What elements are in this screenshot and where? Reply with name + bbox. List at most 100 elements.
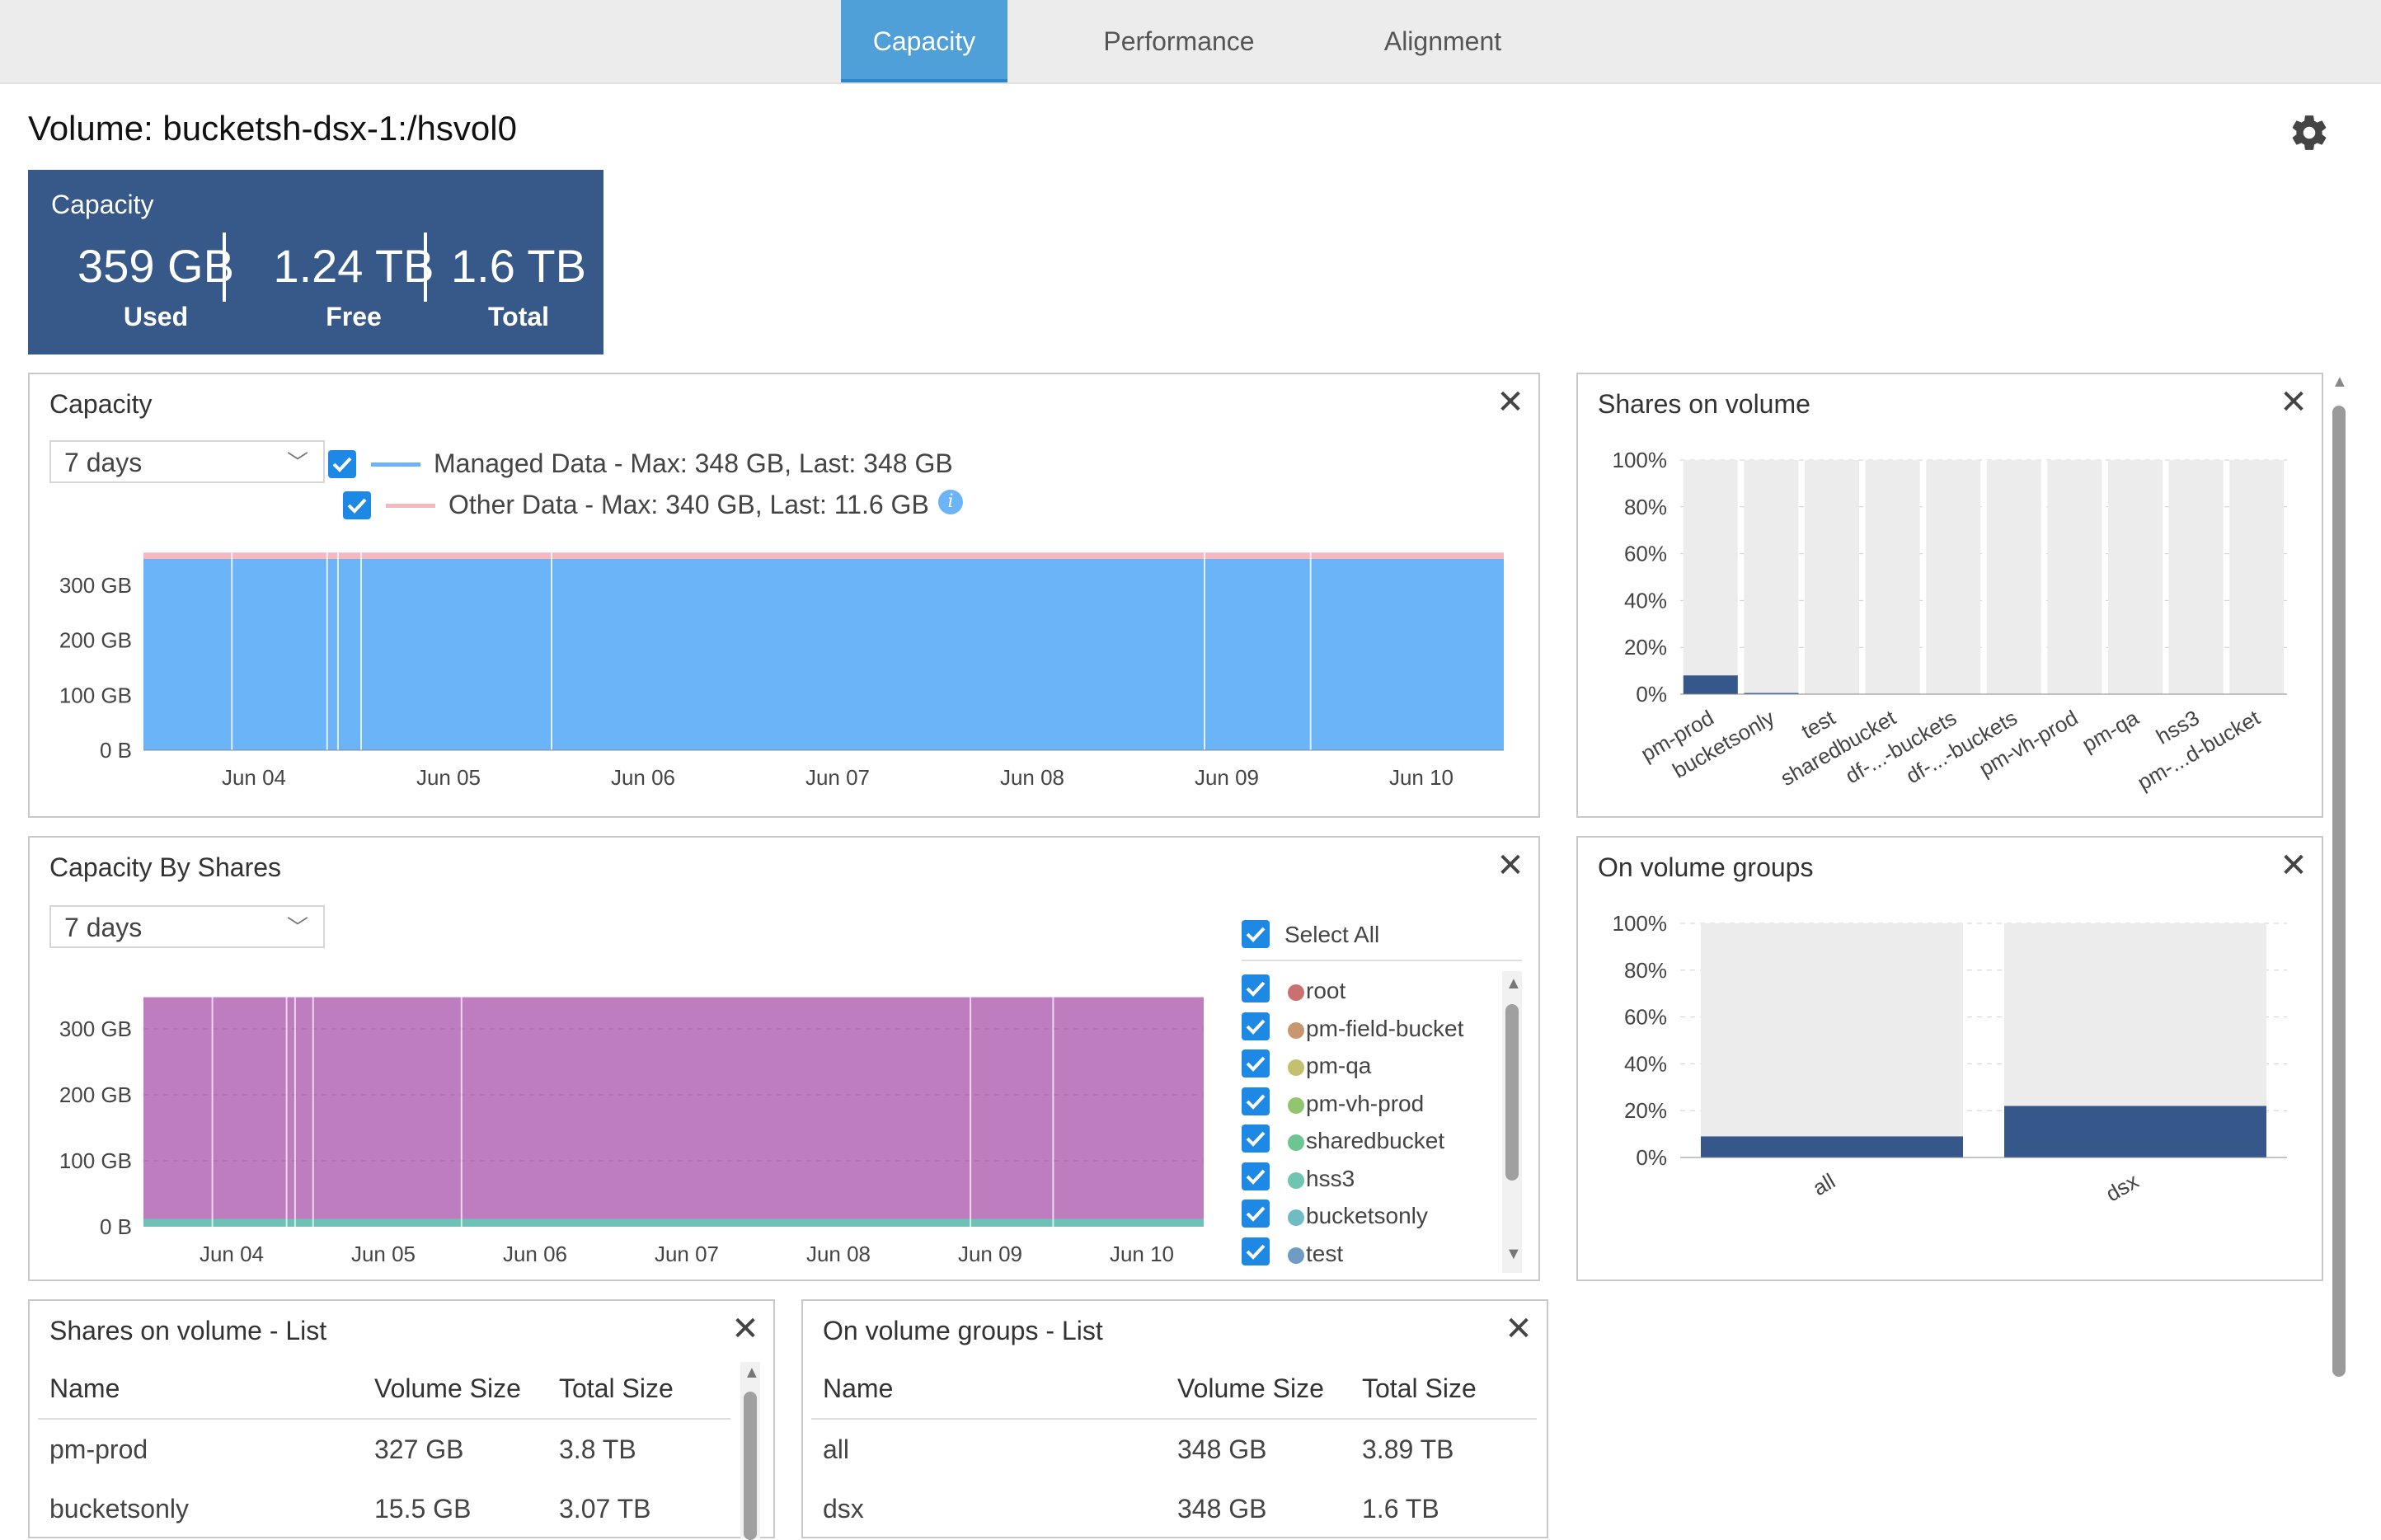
other-data-checkbox[interactable]	[343, 491, 371, 519]
x-tick-label: Jun 10	[1389, 765, 1453, 790]
scroll-thumb[interactable]	[2332, 406, 2346, 1377]
legend-other: Other Data - Max: 340 GB, Last: 11.6 GB	[448, 490, 929, 519]
share-checkbox[interactable]	[1242, 1012, 1270, 1040]
x-tick-label: all	[1808, 1168, 1839, 1200]
column-header-total-size[interactable]: Total Size	[1362, 1373, 1477, 1403]
table-cell[interactable]: dsx	[823, 1494, 864, 1524]
share-checkbox[interactable]	[1242, 1049, 1270, 1078]
used-value: 359 GB	[77, 240, 234, 292]
close-icon[interactable]: ✕	[1505, 1311, 1533, 1347]
scroll-down-icon[interactable]: ▼	[1505, 1245, 1522, 1263]
y-tick-label: 0 B	[100, 738, 132, 763]
x-tick-label: Jun 04	[222, 765, 286, 790]
table-cell: 3.89 TB	[1362, 1434, 1454, 1464]
divider	[424, 232, 427, 302]
bar-background	[1701, 923, 1963, 1157]
y-tick-label: 20%	[1624, 635, 1667, 660]
scrollbar[interactable]: ▲ ▼	[1502, 971, 1522, 1273]
share-checkbox[interactable]	[1242, 1162, 1270, 1190]
table-cell: 3.07 TB	[559, 1494, 651, 1524]
page-scrollbar[interactable]: ▲	[2330, 373, 2348, 1525]
bar	[1683, 675, 1738, 694]
bar-background	[2047, 460, 2102, 694]
managed-data-checkbox[interactable]	[328, 450, 356, 478]
on-volume-groups-panel: On volume groups ✕ 0% 20% 40% 60% 80% 100% all…	[1576, 836, 2323, 1281]
x-tick-label: Jun 10	[1110, 1242, 1174, 1266]
column-header-volume-size[interactable]: Volume Size	[374, 1373, 521, 1403]
select-all-checkbox[interactable]	[1242, 920, 1270, 948]
info-icon[interactable]: i	[938, 490, 963, 514]
divider	[1242, 960, 1522, 961]
table-cell[interactable]: bucketsonly	[49, 1494, 189, 1524]
share-name: pm-vh-prod	[1306, 1090, 1425, 1116]
table-cell[interactable]: pm-prod	[49, 1434, 148, 1464]
share-name: bucketsonly	[1306, 1203, 1428, 1228]
x-tick-label: Jun 06	[503, 1242, 567, 1266]
close-icon[interactable]: ✕	[1496, 384, 1524, 420]
bar-background	[1744, 460, 1799, 694]
range-select[interactable]: 7 days ﹀	[49, 440, 325, 483]
panel-title: Shares on volume	[1598, 389, 1810, 419]
capacity-area-chart: 0 B 100 GB 200 GB 300 GB Jun 04 Jun 05 Jun 06 J…	[59, 552, 1504, 790]
scroll-thumb[interactable]	[1505, 1004, 1519, 1181]
capacity-by-shares-panel: Capacity By Shares ✕ 7 days ﹀ 0 B 100 GB 2…	[28, 836, 1540, 1281]
y-tick-label: 100%	[1613, 448, 1668, 472]
bar-background	[1986, 460, 2041, 694]
close-icon[interactable]: ✕	[1496, 847, 1524, 884]
y-tick-label: 100 GB	[59, 683, 132, 707]
bar-background	[1683, 460, 1738, 694]
panel-title: Capacity	[49, 389, 153, 419]
x-tick-label: dsx	[2102, 1168, 2143, 1206]
share-checkbox[interactable]	[1242, 1200, 1270, 1228]
share-checkbox[interactable]	[1242, 974, 1270, 1002]
table-cell[interactable]: all	[823, 1434, 850, 1464]
panel-title: Capacity By Shares	[49, 852, 282, 882]
x-tick-label: Jun 07	[805, 765, 870, 790]
column-header-name[interactable]: Name	[49, 1373, 120, 1403]
gear-icon[interactable]	[2289, 112, 2330, 153]
column-header-name[interactable]: Name	[823, 1373, 894, 1403]
tab-performance[interactable]: Performance	[1103, 26, 1255, 56]
close-icon[interactable]: ✕	[2280, 384, 2308, 420]
page-title: Volume: bucketsh-dsx-1:/hsvol0	[28, 109, 517, 148]
share-checkbox[interactable]	[1242, 1087, 1270, 1115]
tab-alignment[interactable]: Alignment	[1383, 26, 1502, 56]
shares-on-volume-panel: Shares on volume ✕ 0% 20% 40% 60% 80% 100% pm-…	[1576, 373, 2323, 818]
table-cell: 1.6 TB	[1362, 1494, 1439, 1524]
y-tick-label: 40%	[1624, 588, 1667, 613]
tab-capacity[interactable]: Capacity	[841, 0, 1007, 82]
legend-managed: Managed Data - Max: 348 GB, Last: 348 GB	[434, 448, 953, 478]
scrollbar[interactable]: ▲	[740, 1362, 760, 1540]
share-color-dot	[1288, 1134, 1304, 1151]
scroll-up-icon[interactable]: ▲	[2332, 373, 2348, 391]
column-header-total-size[interactable]: Total Size	[559, 1373, 674, 1403]
x-tick-label: Jun 04	[200, 1242, 264, 1266]
y-tick-label: 100%	[1613, 911, 1668, 936]
share-color-dot	[1288, 1021, 1304, 1039]
y-tick-label: 20%	[1624, 1098, 1667, 1123]
share-name: sharedbucket	[1306, 1128, 1445, 1153]
column-header-volume-size[interactable]: Volume Size	[1177, 1373, 1324, 1403]
bar	[1701, 1136, 1963, 1157]
bar-background	[2108, 460, 2163, 694]
scroll-up-icon[interactable]: ▲	[1505, 974, 1522, 993]
y-tick-label: 300 GB	[59, 573, 132, 598]
select-all-label: Select All	[1284, 922, 1380, 947]
scroll-up-icon[interactable]: ▲	[744, 1364, 760, 1382]
range-select[interactable]: 7 days ﹀	[49, 905, 325, 948]
close-icon[interactable]: ✕	[2280, 847, 2308, 884]
free-label: Free	[326, 302, 382, 331]
total-label: Total	[487, 302, 550, 331]
capacity-by-shares-chart: 0 B 100 GB 200 GB 300 GB Jun 04 Jun 05 Jun 06 J…	[59, 997, 1204, 1266]
legend-swatch	[386, 504, 435, 508]
panel-title: On volume groups - List	[823, 1316, 1103, 1345]
share-name: root	[1306, 978, 1346, 1003]
share-checkbox[interactable]	[1242, 1124, 1270, 1153]
scroll-thumb[interactable]	[744, 1392, 757, 1540]
share-color-dot	[1288, 1059, 1304, 1076]
divider	[811, 1418, 1537, 1420]
share-checkbox[interactable]	[1242, 1237, 1270, 1265]
y-tick-label: 200 GB	[59, 1082, 132, 1107]
shares-list-panel: Shares on volume - List ✕ Name Volume Si…	[28, 1299, 775, 1540]
close-icon[interactable]: ✕	[731, 1311, 759, 1347]
